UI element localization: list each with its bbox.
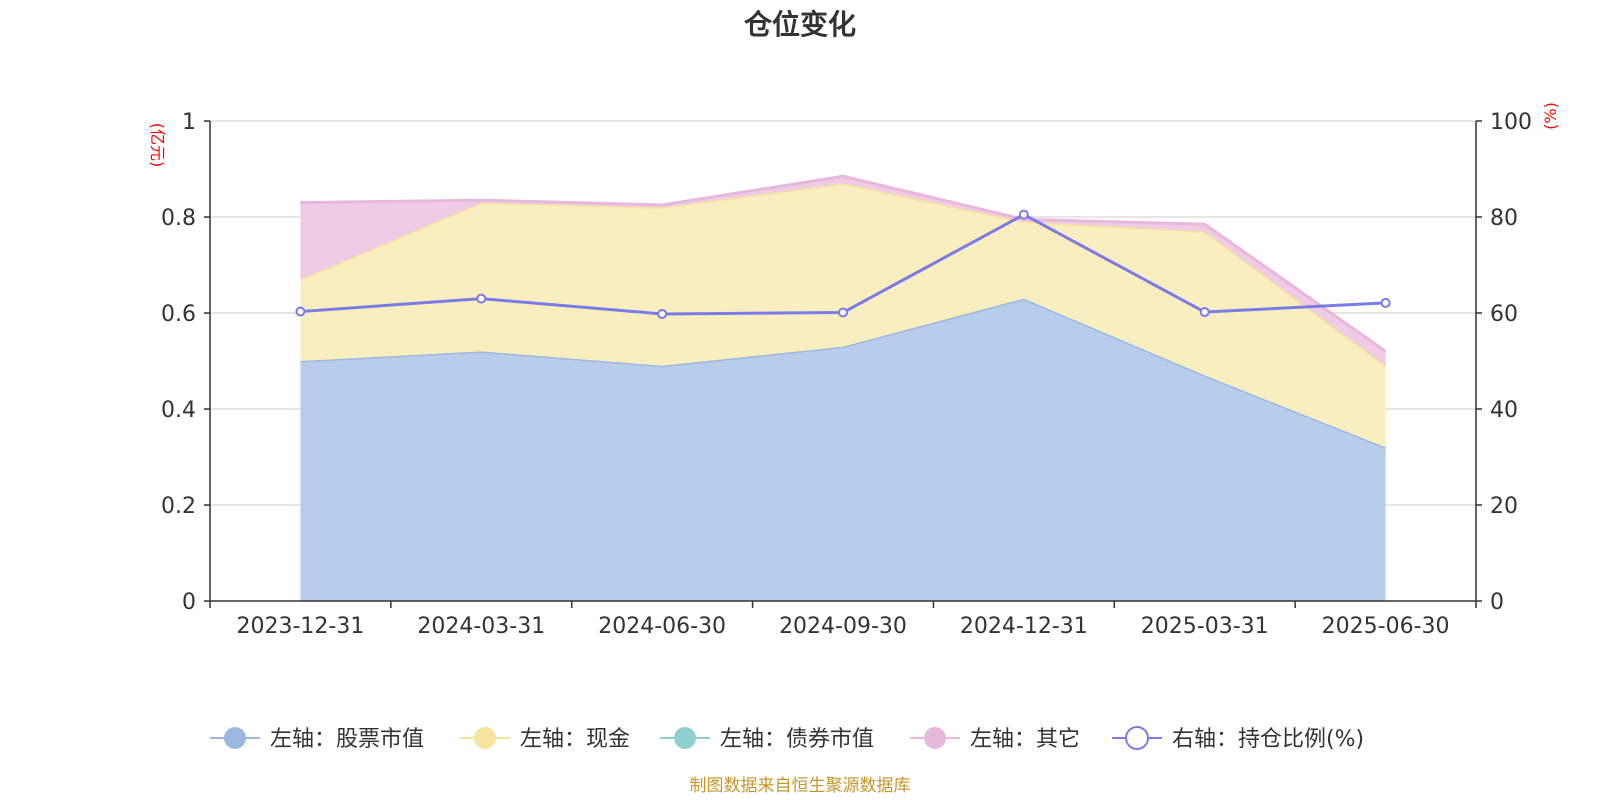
x-axis-tick-label: 2024-09-30	[779, 614, 907, 639]
holding-ratio-point	[657, 308, 668, 319]
axes-group: 0 0.2 0.4 0.6 0.8 1 0 20 40 60 80 100 2023-12-31 2024…	[161, 110, 1532, 639]
right-axis-tick-label: 0	[1490, 590, 1504, 615]
legend-label: 左轴：债券市值	[720, 727, 874, 752]
x-axis-tick-label: 2024-03-31	[417, 614, 545, 639]
left-axis-tick-label: 0.2	[161, 494, 196, 519]
holding-ratio-point	[1018, 209, 1029, 220]
x-axis-tick-label: 2024-12-31	[960, 614, 1088, 639]
legend-item[interactable]: 右轴：持仓比例(%)	[1112, 726, 1364, 752]
legend: 左轴：股票市值 左轴：现金 左轴：债券市值 左轴：其它 右轴：持仓比例(%)	[210, 726, 1364, 752]
area-fill-左轴：股票市值	[300, 298, 1386, 601]
left-axis-tick-label: 0.4	[161, 398, 196, 423]
legend-item[interactable]: 左轴：股票市值	[210, 727, 424, 752]
left-axis-tick-label: 0	[182, 590, 196, 615]
right-axis-unit: (%)	[1541, 102, 1560, 130]
x-axis-tick-label: 2025-06-30	[1322, 614, 1450, 639]
legend-label: 左轴：现金	[520, 727, 630, 752]
legend-swatch-marker	[1125, 726, 1149, 750]
holding-ratio-point	[1199, 307, 1210, 318]
legend-swatch-marker	[224, 727, 246, 749]
legend-item[interactable]: 左轴：现金	[460, 727, 630, 752]
right-axis-tick-label: 80	[1490, 206, 1518, 231]
left-axis-tick-label: 0.6	[161, 302, 196, 327]
legend-label: 左轴：其它	[970, 727, 1080, 752]
legend-item[interactable]: 左轴：其它	[910, 727, 1080, 752]
left-axis-tick-label: 0.8	[161, 206, 196, 231]
left-axis-tick-label: 1	[182, 110, 196, 135]
right-axis-tick-label: 20	[1490, 494, 1518, 519]
area-series-group	[299, 174, 1387, 601]
x-axis-tick-label: 2025-03-31	[1141, 614, 1269, 639]
legend-item[interactable]: 左轴：债券市值	[660, 727, 874, 752]
holding-ratio-point	[838, 307, 848, 318]
line-series-group	[295, 209, 1391, 319]
right-axis-tick-label: 100	[1490, 110, 1532, 135]
right-axis-tick-label: 60	[1490, 302, 1518, 327]
left-axis-unit: (亿元)	[148, 123, 167, 168]
right-axis-tick-label: 40	[1490, 398, 1518, 423]
holding-ratio-point	[1380, 297, 1391, 308]
legend-label: 右轴：持仓比例(%)	[1172, 727, 1364, 752]
area-fill-左轴：其它	[300, 176, 1386, 366]
legend-swatch-marker	[474, 727, 496, 749]
area-line-左轴：其它	[300, 174, 1387, 353]
source-note: 制图数据来自恒生聚源数据库	[690, 776, 911, 796]
x-axis-tick-label: 2024-06-30	[598, 614, 726, 639]
holding-ratio-point	[295, 306, 306, 317]
legend-swatch-marker	[674, 727, 696, 749]
legend-label: 左轴：股票市值	[270, 727, 424, 752]
legend-swatch-marker	[924, 727, 946, 749]
x-axis-tick-label: 2023-12-31	[236, 614, 364, 639]
holding-ratio-point	[476, 293, 487, 304]
chart-title: 仓位变化	[744, 8, 856, 41]
